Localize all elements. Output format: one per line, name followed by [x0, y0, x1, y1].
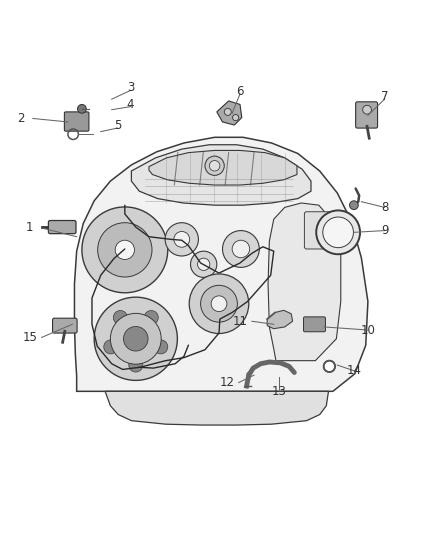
Circle shape	[189, 274, 249, 334]
Text: 6: 6	[236, 85, 244, 98]
Text: 9: 9	[381, 224, 389, 237]
Text: 12: 12	[219, 376, 234, 389]
Text: 13: 13	[272, 385, 287, 398]
Text: 14: 14	[346, 364, 361, 377]
Text: 7: 7	[381, 90, 389, 103]
Text: 10: 10	[360, 324, 375, 336]
Circle shape	[323, 217, 353, 248]
Circle shape	[104, 340, 118, 354]
Polygon shape	[267, 310, 293, 329]
Text: 2: 2	[17, 112, 25, 125]
Text: 3: 3	[127, 82, 134, 94]
Circle shape	[205, 156, 224, 175]
Circle shape	[82, 207, 168, 293]
Polygon shape	[74, 138, 368, 391]
Circle shape	[98, 223, 152, 277]
Circle shape	[233, 115, 239, 120]
Text: 15: 15	[22, 331, 37, 344]
Polygon shape	[268, 203, 341, 361]
Text: 1: 1	[26, 221, 34, 235]
FancyBboxPatch shape	[64, 112, 89, 131]
Circle shape	[211, 296, 227, 312]
Circle shape	[129, 358, 143, 372]
FancyBboxPatch shape	[48, 221, 76, 233]
Circle shape	[115, 240, 134, 260]
Circle shape	[224, 108, 231, 115]
Text: 8: 8	[381, 201, 388, 214]
Polygon shape	[131, 145, 311, 205]
Circle shape	[78, 104, 86, 113]
FancyBboxPatch shape	[304, 212, 335, 249]
FancyBboxPatch shape	[356, 102, 378, 128]
Text: 11: 11	[233, 315, 247, 328]
Circle shape	[124, 327, 148, 351]
Circle shape	[350, 201, 358, 209]
Circle shape	[198, 258, 210, 270]
Circle shape	[94, 297, 177, 381]
Circle shape	[174, 231, 190, 247]
Circle shape	[113, 311, 127, 325]
Circle shape	[316, 211, 360, 254]
Text: 4: 4	[127, 98, 134, 111]
Circle shape	[223, 231, 259, 268]
Circle shape	[324, 361, 335, 372]
Polygon shape	[217, 101, 242, 125]
Circle shape	[232, 240, 250, 258]
Circle shape	[191, 251, 217, 278]
Text: 5: 5	[114, 119, 121, 132]
Circle shape	[363, 106, 371, 114]
Circle shape	[165, 223, 198, 256]
Circle shape	[201, 285, 237, 322]
Circle shape	[209, 160, 220, 171]
Circle shape	[144, 311, 158, 325]
FancyBboxPatch shape	[304, 317, 325, 332]
Circle shape	[154, 340, 168, 354]
FancyBboxPatch shape	[53, 318, 77, 333]
Polygon shape	[149, 150, 297, 185]
Polygon shape	[105, 391, 328, 425]
Circle shape	[110, 313, 161, 364]
